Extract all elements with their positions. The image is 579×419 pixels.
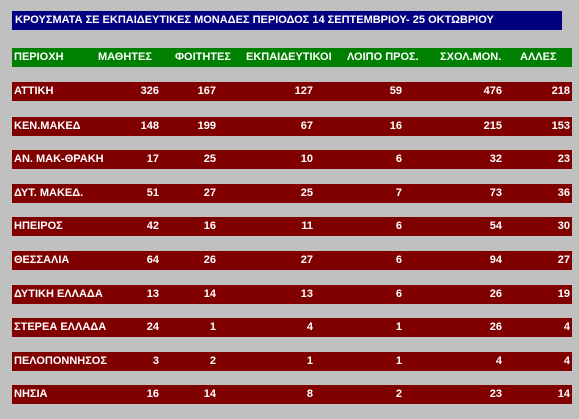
other-value: 27	[557, 254, 570, 266]
school-units-value: 476	[483, 85, 502, 97]
school-units-value: 73	[489, 187, 502, 199]
table-row: ΣΤΕΡΕΑ ΕΛΛΑΔΑ 24 1 4 1 26 4	[12, 318, 572, 337]
table-title: ΚΡΟΥΣΜΑΤΑ ΣΕ ΕΚΠΑΙΔΕΥΤΙΚΕΣ ΜΟΝΑΔΕΣ ΠΕΡΙΟ…	[12, 11, 562, 30]
school-units-value: 23	[489, 388, 502, 400]
other-value: 23	[557, 153, 570, 165]
header-school-units: ΣΧΟΛ.ΜΟΝ.	[440, 51, 502, 63]
other-value: 218	[551, 85, 570, 97]
table-row: ΝΗΣΙΑ 16 14 8 2 23 14	[12, 385, 572, 404]
header-row: ΠΕΡΙΟΧΗ ΜΑΘΗΤΕΣ ΦΟΙΤΗΤΕΣ ΕΚΠΑΙΔΕΥΤΙΚΟΙ Λ…	[12, 48, 572, 67]
other-staff-value: 6	[395, 153, 402, 165]
region-label: ΠΕΛΟΠΟΝΝΗΣΟΣ	[14, 355, 107, 367]
header-other-staff: ΛΟΙΠΟ ΠΡΟΣ.	[347, 51, 419, 63]
students-value: 13	[146, 288, 159, 300]
table-row: ΑΝ. ΜΑΚ-ΘΡΑΚΗ 17 25 10 6 32 23	[12, 150, 572, 169]
teachers-value: 67	[300, 120, 313, 132]
other-staff-value: 16	[389, 120, 402, 132]
other-staff-value: 2	[395, 388, 402, 400]
other-value: 4	[563, 321, 570, 333]
teachers-value: 8	[306, 388, 313, 400]
region-label: ΗΠΕΙΡΟΣ	[14, 220, 63, 232]
university-students-value: 1	[209, 321, 216, 333]
school-units-value: 26	[489, 321, 502, 333]
region-label: ΑΝ. ΜΑΚ-ΘΡΑΚΗ	[14, 153, 104, 165]
students-value: 24	[146, 321, 159, 333]
university-students-value: 2	[209, 355, 216, 367]
students-value: 326	[140, 85, 159, 97]
students-value: 148	[140, 120, 159, 132]
other-staff-value: 7	[395, 187, 402, 199]
region-label: ΔΥΤ. ΜΑΚΕΔ.	[14, 187, 84, 199]
header-region: ΠΕΡΙΟΧΗ	[14, 51, 64, 63]
university-students-value: 16	[203, 220, 216, 232]
students-value: 16	[146, 388, 159, 400]
teachers-value: 10	[300, 153, 313, 165]
other-value: 153	[551, 120, 570, 132]
other-staff-value: 6	[395, 288, 402, 300]
teachers-value: 1	[306, 355, 313, 367]
university-students-value: 26	[203, 254, 216, 266]
header-teachers: ΕΚΠΑΙΔΕΥΤΙΚΟΙ	[246, 51, 332, 63]
university-students-value: 14	[203, 288, 216, 300]
region-label: ΚΕΝ.ΜΑΚΕΔ	[14, 120, 81, 132]
region-label: ΝΗΣΙΑ	[14, 388, 48, 400]
students-value: 42	[146, 220, 159, 232]
students-value: 3	[152, 355, 159, 367]
table-row: ΗΠΕΙΡΟΣ 42 16 11 6 54 30	[12, 217, 572, 236]
university-students-value: 25	[203, 153, 216, 165]
region-label: ΘΕΣΣΑΛΙΑ	[14, 254, 70, 266]
teachers-value: 27	[300, 254, 313, 266]
other-staff-value: 1	[395, 321, 402, 333]
other-staff-value: 59	[389, 85, 402, 97]
teachers-value: 13	[300, 288, 313, 300]
school-units-value: 54	[489, 220, 502, 232]
university-students-value: 167	[197, 85, 216, 97]
region-label: ΣΤΕΡΕΑ ΕΛΛΑΔΑ	[14, 321, 107, 333]
other-staff-value: 6	[395, 254, 402, 266]
university-students-value: 27	[203, 187, 216, 199]
university-students-value: 14	[203, 388, 216, 400]
table-row: ΔΥΤΙΚΗ ΕΛΛΑΔΑ 13 14 13 6 26 19	[12, 285, 572, 304]
other-value: 14	[557, 388, 570, 400]
school-units-value: 4	[495, 355, 502, 367]
other-value: 19	[557, 288, 570, 300]
teachers-value: 4	[306, 321, 313, 333]
region-label: ΑΤΤΙΚΗ	[14, 85, 54, 97]
table-row: ΘΕΣΣΑΛΙΑ 64 26 27 6 94 27	[12, 251, 572, 270]
other-value: 4	[563, 355, 570, 367]
table-row: ΚΕΝ.ΜΑΚΕΔ 148 199 67 16 215 153	[12, 117, 572, 136]
teachers-value: 127	[294, 85, 313, 97]
header-other: ΑΛΛΕΣ	[520, 51, 557, 63]
other-staff-value: 1	[395, 355, 402, 367]
other-value: 30	[557, 220, 570, 232]
other-staff-value: 6	[395, 220, 402, 232]
teachers-value: 11	[301, 220, 313, 232]
table-row: ΔΥΤ. ΜΑΚΕΔ. 51 27 25 7 73 36	[12, 184, 572, 203]
header-students: ΜΑΘΗΤΕΣ	[98, 51, 152, 63]
students-value: 51	[146, 187, 159, 199]
header-university-students: ΦΟΙΤΗΤΕΣ	[175, 51, 231, 63]
table-row: ΑΤΤΙΚΗ 326 167 127 59 476 218	[12, 82, 572, 101]
school-units-value: 215	[483, 120, 502, 132]
students-value: 17	[146, 153, 159, 165]
university-students-value: 199	[197, 120, 216, 132]
school-units-value: 94	[489, 254, 502, 266]
school-units-value: 32	[489, 153, 502, 165]
teachers-value: 25	[300, 187, 313, 199]
region-label: ΔΥΤΙΚΗ ΕΛΛΑΔΑ	[14, 288, 103, 300]
school-units-value: 26	[489, 288, 502, 300]
table-row: ΠΕΛΟΠΟΝΝΗΣΟΣ 3 2 1 1 4 4	[12, 352, 572, 371]
students-value: 64	[146, 254, 159, 266]
other-value: 36	[557, 187, 570, 199]
